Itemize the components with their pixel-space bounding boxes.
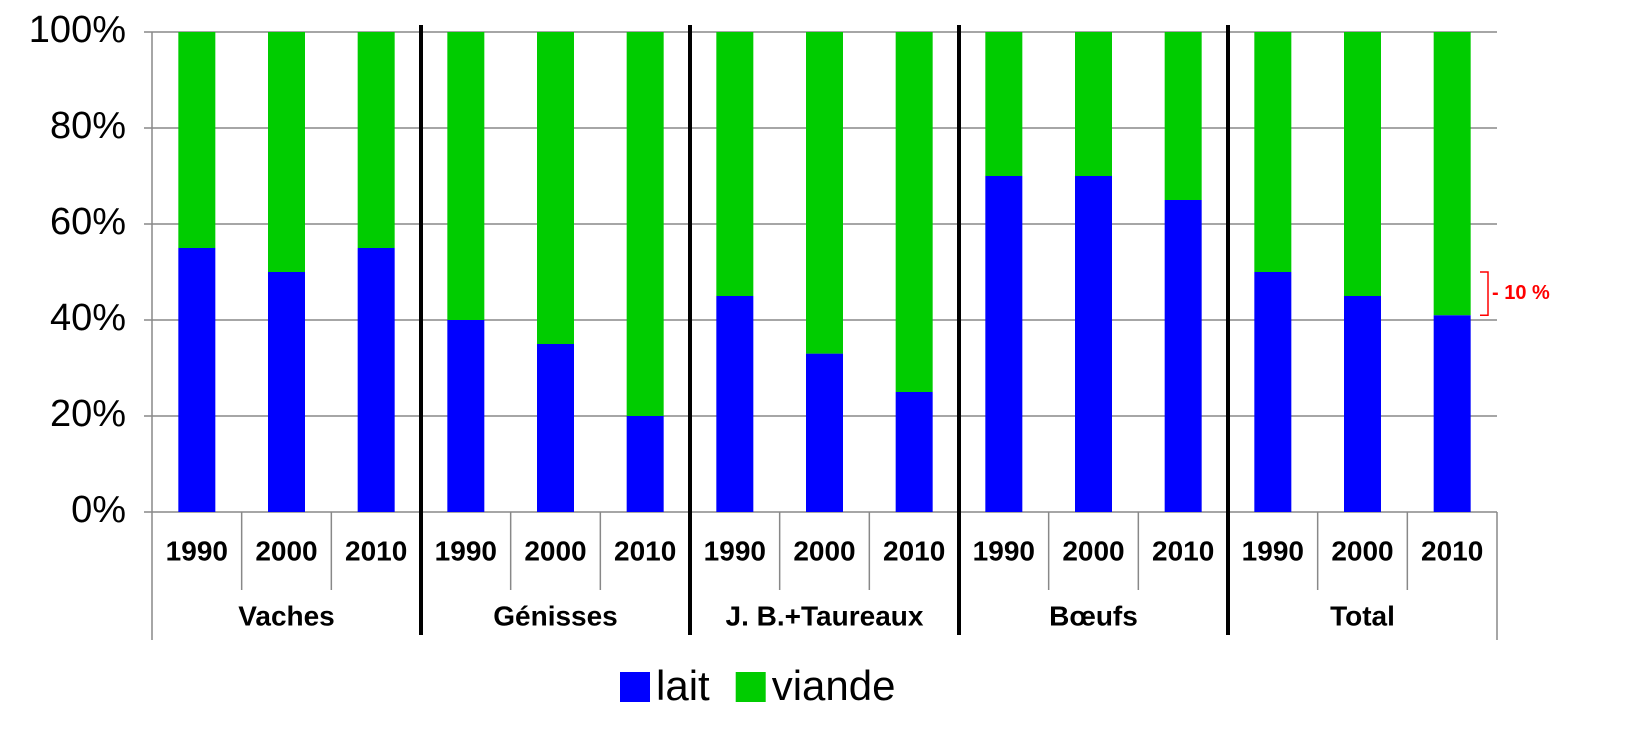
- bar-segment: [716, 32, 754, 296]
- y-tick-label: 100%: [29, 9, 126, 51]
- y-tick-label: 20%: [50, 393, 126, 435]
- y-tick-label: 0%: [71, 489, 126, 531]
- x-tick-label: 2010: [1152, 535, 1214, 566]
- bar-segment: [357, 248, 395, 512]
- x-tick-label: 2000: [524, 535, 586, 566]
- x-tick-label: 1990: [435, 535, 497, 566]
- group-label: J. B.+Taureaux: [726, 600, 924, 631]
- bar-segment: [806, 32, 843, 354]
- bar-segment: [1075, 176, 1112, 512]
- bar-segment: [985, 32, 1023, 176]
- bar-segment: [1344, 32, 1381, 296]
- bar-segment: [447, 320, 485, 512]
- x-tick-label: 1990: [166, 535, 228, 566]
- bar-segment: [1254, 32, 1292, 272]
- group-label: Total: [1330, 600, 1395, 631]
- bar-segment: [1164, 32, 1202, 200]
- x-tick-label: 2000: [793, 535, 855, 566]
- bar-segment: [268, 272, 305, 512]
- y-tick-label: 60%: [50, 201, 126, 243]
- bar-segment: [1254, 272, 1292, 512]
- bar-segment: [268, 32, 305, 272]
- annotation-bracket: [1480, 271, 1489, 316]
- bar-segment: [895, 392, 933, 512]
- bar-segment: [1075, 32, 1112, 176]
- legend-swatch: [620, 672, 650, 702]
- annotation: - 10 %: [1492, 282, 1550, 304]
- x-tick-label: 1990: [973, 535, 1035, 566]
- group-label: Génisses: [493, 600, 618, 631]
- legend-label: viande: [772, 662, 896, 709]
- bar-segment: [1433, 32, 1471, 316]
- x-tick-label: 2010: [614, 535, 676, 566]
- bar-segment: [895, 32, 933, 392]
- x-tick-label: 1990: [1242, 535, 1304, 566]
- x-tick-label: 2010: [345, 535, 407, 566]
- bar-segment: [178, 248, 216, 512]
- group-label: Bœufs: [1049, 600, 1138, 631]
- bar-segment: [716, 296, 754, 512]
- bar-segment: [806, 353, 843, 512]
- bar-segment: [985, 176, 1023, 512]
- bar-segment: [357, 32, 395, 248]
- x-tick-label: 2000: [1062, 535, 1124, 566]
- legend-label: lait: [656, 662, 710, 709]
- bar-segment: [626, 416, 664, 512]
- bar-segment: [537, 344, 574, 512]
- bar-segment: [537, 32, 574, 344]
- y-tick-label: 80%: [50, 105, 126, 147]
- x-tick-label: 2000: [1331, 535, 1393, 566]
- x-tick-label: 1990: [704, 535, 766, 566]
- bar-segment: [178, 32, 216, 248]
- x-tick-label: 2000: [255, 535, 317, 566]
- x-tick-label: 2010: [1421, 535, 1483, 566]
- bar-segment: [1344, 296, 1381, 512]
- group-label: Vaches: [238, 600, 335, 631]
- legend-swatch: [735, 672, 766, 702]
- bar-segment: [1164, 200, 1202, 512]
- bar-segment: [1433, 315, 1471, 512]
- bar-segment: [447, 32, 485, 320]
- bar-segment: [626, 32, 664, 416]
- x-tick-label: 2010: [883, 535, 945, 566]
- y-tick-label: 40%: [50, 297, 126, 339]
